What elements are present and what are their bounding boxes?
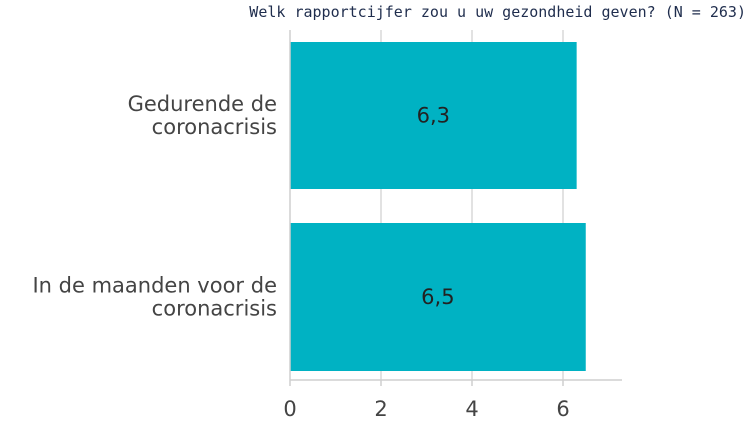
category-label-1-line-0: In de maanden voor de (32, 274, 277, 298)
x-tick-label-0: 0 (283, 397, 296, 421)
bar-0 (290, 42, 577, 189)
x-tick-label-4: 4 (465, 397, 478, 421)
data-label-0: 6,3 (417, 104, 450, 128)
x-tick-label-2: 2 (374, 397, 387, 421)
chart-title: Welk rapportcijfer zou u uw gezondheid g… (249, 3, 746, 21)
category-label-1-line-1: coronacrisis (152, 297, 277, 321)
category-label-0-line-1: coronacrisis (152, 115, 277, 139)
category-label-0-line-0: Gedurende de (128, 92, 277, 116)
x-tick-label-6: 6 (556, 397, 569, 421)
bars: 6,3 6,5 (290, 42, 586, 371)
bar-1 (290, 223, 586, 371)
data-label-1: 6,5 (421, 285, 454, 309)
x-axis: 0 2 4 6 (283, 30, 622, 421)
